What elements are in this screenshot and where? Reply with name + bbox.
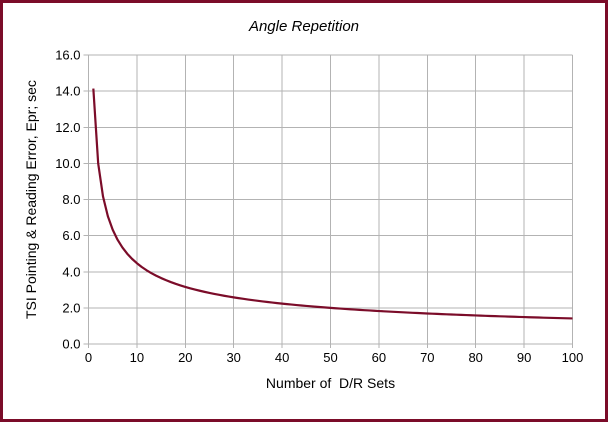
x-tick-label: 70 (420, 350, 434, 365)
y-tick-labels: 0.0 2.0 4.0 6.0 8.0 10.0 12.0 14.0 16.0 (55, 48, 80, 352)
gridlines (83, 54, 573, 348)
x-tick-label: 80 (468, 350, 482, 365)
y-tick-label: 2.0 (62, 300, 80, 315)
y-tick-label: 8.0 (62, 192, 80, 207)
y-tick-label: 12.0 (55, 120, 80, 135)
y-tick-label: 16.0 (55, 48, 80, 63)
x-tick-label: 50 (323, 350, 337, 365)
x-tick-label: 40 (275, 350, 289, 365)
series-polyline (92, 88, 573, 320)
x-tick-label: 0 (85, 350, 92, 365)
x-tick-label: 20 (178, 350, 192, 365)
x-tick-label: 30 (226, 350, 240, 365)
y-tick-label: 0.0 (62, 337, 80, 352)
x-axis-title: Number of D/R Sets (265, 375, 396, 391)
x-tick-labels: 0 10 20 30 40 50 60 70 80 90 100 (85, 350, 583, 365)
chart-title: Angle Repetition (248, 18, 360, 35)
series-line (92, 88, 573, 320)
y-tick-label: 4.0 (62, 264, 80, 279)
x-tick-label: 10 (130, 350, 144, 365)
x-tick-label: 60 (372, 350, 386, 365)
x-tick-label: 90 (517, 350, 531, 365)
y-tick-label: 10.0 (55, 156, 80, 171)
y-tick-label: 6.0 (62, 228, 80, 243)
x-tick-label: 100 (562, 350, 584, 365)
y-tick-label: 14.0 (55, 84, 80, 99)
